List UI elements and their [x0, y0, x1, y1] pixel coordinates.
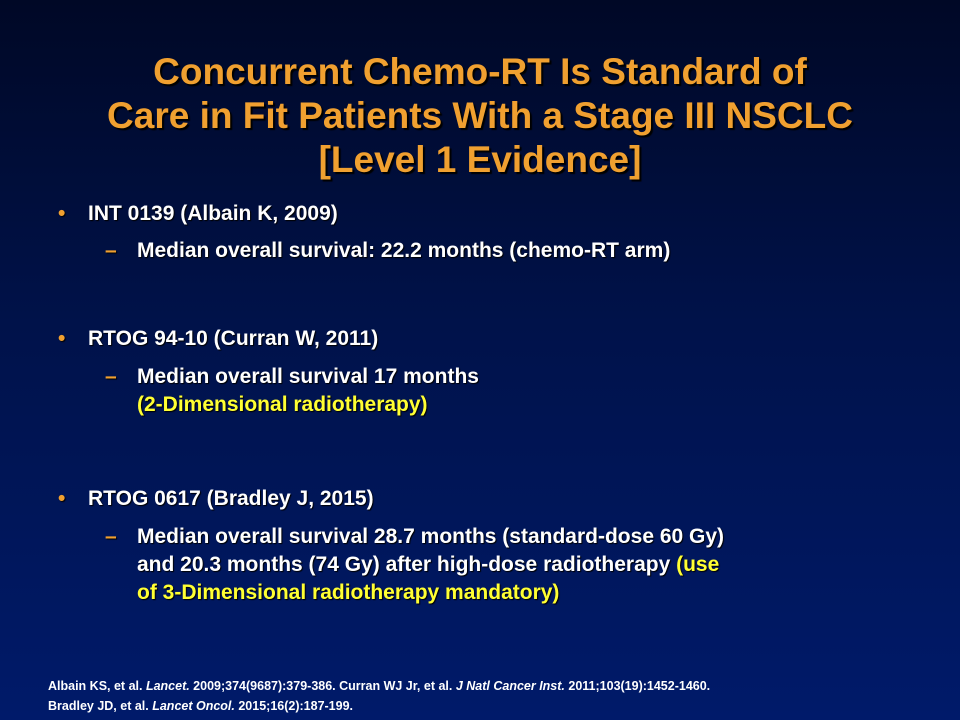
reference-text: Bradley JD, et al.	[48, 699, 153, 713]
reference-text: 2015;16(2):187-199.	[234, 699, 354, 713]
sub-bullet-marker: –	[105, 525, 117, 548]
reference-text: Albain KS, et al.	[48, 679, 146, 693]
title-line-2: Care in Fit Patients With a Stage III NS…	[107, 95, 853, 136]
reference-text: 2009;374(9687):379-386. Curran WJ Jr, et…	[189, 679, 456, 693]
title-line-1: Concurrent Chemo-RT Is Standard of	[153, 51, 807, 92]
sub-bullet-line: Median overall survival 17 months	[137, 365, 479, 388]
bullet-text: RTOG 94-10 (Curran W, 2011)	[88, 327, 379, 350]
bullet-item: • RTOG 94-10 (Curran W, 2011)	[58, 325, 379, 353]
sub-bullet-line: and 20.3 months (74 Gy) after high-dose …	[137, 551, 724, 579]
sub-bullet-line: Median overall survival 28.7 months (sta…	[137, 525, 725, 548]
journal-name: Lancet Oncol.	[152, 699, 235, 713]
journal-name: Lancet.	[145, 679, 190, 693]
sub-bullet-highlight: (2-Dimensional radiotherapy)	[137, 393, 428, 416]
sub-bullet-highlight: (use	[676, 553, 720, 576]
sub-bullet-text: and 20.3 months (74 Gy) after high-dose …	[137, 553, 677, 576]
bullet-text: INT 0139 (Albain K, 2009)	[88, 202, 338, 225]
sub-bullet-marker: –	[105, 239, 117, 262]
bullet-marker: •	[58, 487, 66, 510]
bullet-item: • RTOG 0617 (Bradley J, 2015)	[58, 485, 374, 513]
slide-title: Concurrent Chemo-RT Is Standard of Care …	[0, 50, 960, 182]
bullet-marker: •	[58, 327, 66, 350]
sub-bullet-item: – Median overall survival: 22.2 months (…	[105, 237, 671, 265]
bullet-marker: •	[58, 202, 66, 225]
sub-bullet-marker: –	[105, 365, 117, 388]
bullet-item: • INT 0139 (Albain K, 2009)	[58, 200, 338, 228]
sub-bullet-line: Median overall survival: 22.2 months (ch…	[137, 239, 671, 262]
journal-name: J Natl Cancer Inst.	[455, 679, 565, 693]
references: Albain KS, et al. Lancet. 2009;374(9687)…	[48, 676, 710, 716]
title-line-3: [Level 1 Evidence]	[318, 139, 642, 180]
reference-line-1: Albain KS, et al. Lancet. 2009;374(9687)…	[48, 676, 710, 696]
sub-bullet-item: – Median overall survival 28.7 months (s…	[105, 523, 725, 607]
reference-line-2: Bradley JD, et al. Lancet Oncol. 2015;16…	[48, 696, 710, 716]
bullet-text: RTOG 0617 (Bradley J, 2015)	[88, 487, 374, 510]
sub-bullet-item: – Median overall survival 17 months (2-D…	[105, 363, 479, 419]
reference-text: 2011;103(19):1452-1460.	[564, 679, 711, 693]
sub-bullet-highlight: of 3-Dimensional radiotherapy mandatory)	[137, 581, 560, 604]
